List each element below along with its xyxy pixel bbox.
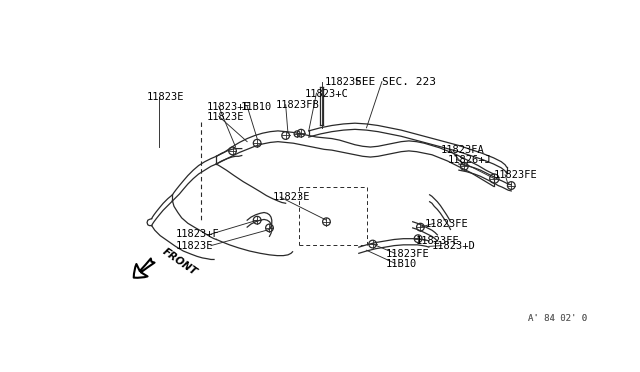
- Text: A' 84 02' 0: A' 84 02' 0: [528, 314, 588, 323]
- Text: 11823+E: 11823+E: [206, 102, 250, 112]
- Text: 11823FE: 11823FE: [425, 219, 468, 229]
- Text: 11823+F: 11823+F: [175, 230, 220, 240]
- Text: 11823FB: 11823FB: [276, 100, 319, 110]
- Text: 11823E: 11823E: [273, 192, 310, 202]
- Text: 11823E: 11823E: [206, 112, 244, 122]
- Text: 11823E: 11823E: [175, 241, 213, 251]
- Text: 11823+D: 11823+D: [432, 241, 476, 251]
- Text: 11B10: 11B10: [386, 259, 417, 269]
- Text: SEE SEC. 223: SEE SEC. 223: [355, 77, 436, 87]
- Text: 11823+C: 11823+C: [305, 89, 349, 99]
- Text: 11823FA: 11823FA: [440, 145, 484, 155]
- Text: 11826+J: 11826+J: [447, 155, 491, 165]
- Text: 11823E: 11823E: [147, 92, 184, 102]
- Text: 11823FE: 11823FE: [493, 170, 538, 180]
- Text: 11823FE: 11823FE: [416, 235, 460, 246]
- Text: A' 84 02' 0: A' 84 02' 0: [528, 314, 588, 323]
- Text: 11823FE: 11823FE: [386, 249, 429, 259]
- Text: 11823F: 11823F: [325, 77, 362, 87]
- Text: 11B10: 11B10: [241, 102, 272, 112]
- Text: FRONT: FRONT: [161, 246, 199, 277]
